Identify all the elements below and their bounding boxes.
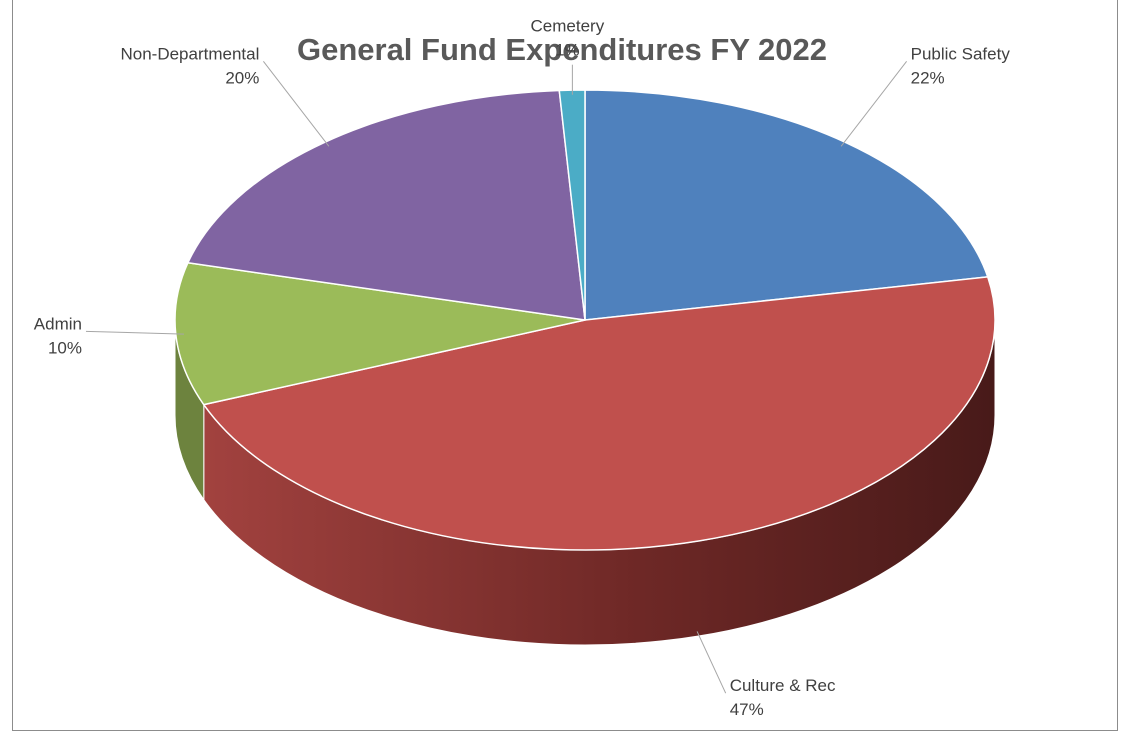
- data-label-name: Public Safety: [911, 44, 1011, 63]
- leader-line-admin: [85, 330, 185, 335]
- pie-slice-non-departmental: [187, 89, 586, 321]
- data-label-name: Admin: [34, 314, 82, 333]
- pie-top-layer: [174, 89, 996, 551]
- data-label-public-safety: Public Safety 22%: [911, 44, 1011, 87]
- data-label-value: 10%: [48, 338, 82, 357]
- pie-slice-culture-and-rec: [203, 276, 996, 551]
- leader-line-culture-and-rec: [696, 631, 727, 694]
- data-label-name: Non-Departmental: [120, 44, 259, 63]
- pie-chart: General Fund Expenditures FY 2022 Public…: [34, 17, 1011, 719]
- leader-line-public-safety: [840, 61, 908, 147]
- data-label-non-departmental: Non-Departmental 20%: [120, 44, 259, 87]
- data-label-name: Cemetery: [531, 17, 605, 36]
- leader-lines: [85, 61, 908, 694]
- data-label-value: 20%: [225, 68, 259, 87]
- pie-slice-admin: [174, 262, 586, 406]
- pie-slice-public-safety: [584, 89, 989, 321]
- data-label-value: 22%: [911, 68, 945, 87]
- data-label-name: Culture & Rec: [730, 676, 836, 695]
- data-label-cemetery: Cemetery 1%: [531, 17, 605, 60]
- chart-title: General Fund Expenditures FY 2022: [297, 32, 827, 67]
- chart-frame: General Fund Expenditures FY 2022 Public…: [12, 0, 1118, 731]
- data-label-admin: Admin 10%: [34, 314, 82, 357]
- data-label-culture-and-rec: Culture & Rec 47%: [730, 676, 836, 719]
- data-label-value: 1%: [555, 41, 580, 60]
- data-label-value: 47%: [730, 700, 764, 719]
- data-labels: Public Safety 22% Culture & Rec 47% Admin 10%…: [34, 17, 1011, 719]
- leader-line-non-departmental: [262, 61, 330, 147]
